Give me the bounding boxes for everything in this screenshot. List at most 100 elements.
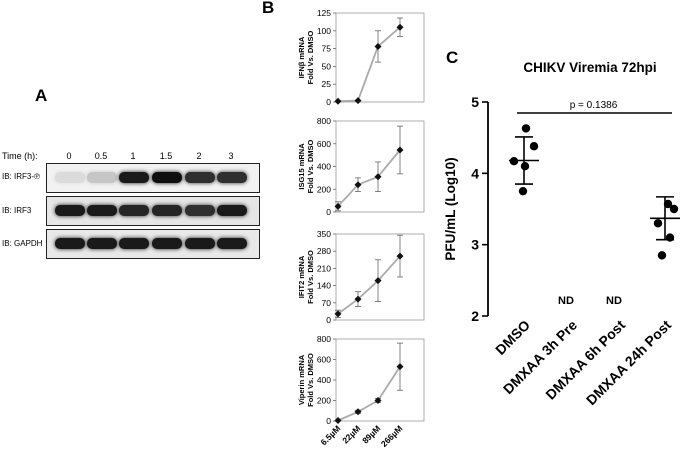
- plot-frame: [335, 120, 425, 213]
- blot-row-label-gapdh: IB: GAPDH: [2, 239, 43, 248]
- data-point: [354, 408, 362, 416]
- blot-row-label-irf3p: IB: IRF3-℗: [2, 172, 40, 181]
- data-point: [663, 199, 673, 209]
- line-chart-1: 0 25 50 75 100 125 IFNβ mRNA Fold Vs. DMSO: [297, 8, 425, 107]
- plot-frame: [335, 233, 425, 321]
- lane-label: 0: [66, 151, 72, 161]
- data-point: [354, 181, 362, 189]
- data-point: [334, 310, 342, 318]
- line-chart-2: 0 200 400 600 800 ISG15 mRNA Fold Vs. DMSO: [297, 116, 425, 217]
- blot-band: [55, 205, 85, 216]
- chart-title: CHIKV Viremia 72hpi: [523, 60, 656, 75]
- y-tick-label: 0: [326, 315, 331, 325]
- y-tick-label: 800: [317, 116, 331, 126]
- y-tick-label: 75: [322, 44, 332, 54]
- data-point: [396, 252, 404, 260]
- lane-label: 1.5: [159, 151, 173, 161]
- blot-band: [185, 205, 215, 216]
- data-point: [374, 397, 382, 404]
- y-tick-label: 400: [317, 162, 331, 172]
- blot-band: [152, 172, 182, 183]
- x-tick-label: DMSO: [492, 317, 533, 358]
- blot-irf3p: [46, 163, 260, 193]
- blot-band: [152, 205, 182, 216]
- lane-label: 0.5: [94, 151, 108, 161]
- data-point: [354, 97, 362, 105]
- y-axis-label: Fold Vs. DMSO: [306, 250, 315, 304]
- data-point: [669, 204, 679, 214]
- y-tick-label: 200: [317, 184, 331, 194]
- y-tick-label: 0: [326, 416, 331, 426]
- blot-band: [185, 238, 215, 249]
- blot-band: [217, 172, 247, 183]
- data-point: [334, 97, 342, 105]
- y-tick-label: 50: [322, 61, 332, 71]
- blot-band: [87, 238, 117, 249]
- data-point: [520, 162, 530, 171]
- y-axis-label: IFNβ mRNA: [297, 36, 306, 78]
- y-axis-label: Fold Vs. DMSO: [306, 139, 315, 193]
- x-tick-label: 6.5µM: [319, 423, 343, 447]
- y-tick-label: 70: [322, 298, 332, 308]
- nd-label: ND: [606, 295, 622, 307]
- blot-band: [55, 238, 85, 249]
- data-point: [653, 219, 663, 228]
- y-tick-label: 600: [317, 139, 331, 149]
- panel-a-letter: A: [35, 86, 48, 105]
- data-point: [396, 23, 404, 31]
- series-line: [337, 255, 401, 315]
- data-point: [521, 124, 531, 133]
- data-point: [396, 363, 404, 371]
- blot-band: [217, 205, 247, 216]
- blot-band: [217, 238, 247, 249]
- y-tick-label: 4: [471, 165, 479, 181]
- y-tick-label: 0: [326, 97, 331, 107]
- y-tick-label: 800: [317, 334, 331, 344]
- y-tick-label: 280: [317, 246, 331, 256]
- y-tick-label: 5: [471, 94, 479, 110]
- data-point: [374, 173, 382, 181]
- x-tick-label: 266µM: [379, 423, 405, 449]
- panel-c-letter: C: [446, 48, 459, 67]
- p-value-label: p = 0.1386: [570, 100, 618, 111]
- y-axis-label: Fold Vs. DMSO: [306, 353, 315, 407]
- blot-band: [119, 238, 149, 249]
- y-axis-label: Fold Vs. DMSO: [306, 30, 315, 84]
- y-tick-label: 210: [317, 263, 331, 273]
- series-line: [337, 26, 401, 103]
- blot-band: [185, 172, 215, 183]
- lane-label: 1: [130, 151, 136, 161]
- y-tick-label: 125: [317, 8, 331, 18]
- line-chart-4: 0 200 400 600 800 Viperin mRNA Fold Vs. DMSO 6.…: [297, 334, 425, 449]
- blot-band: [152, 238, 182, 249]
- panel-b-letter: B: [262, 0, 275, 17]
- blot-band: [55, 172, 85, 183]
- data-point: [529, 142, 539, 151]
- y-axis-label: PFU/mL (Log10): [443, 157, 458, 260]
- panel-c-chart: CHIKV Viremia 72hpi 2 3 4 5 PFU/mL (Log10) p =…: [443, 60, 680, 408]
- data-point: [396, 146, 404, 154]
- blot-gapdh: [46, 229, 260, 259]
- data-point: [657, 251, 667, 260]
- y-axis-label: ISG15 mRNA: [297, 143, 306, 190]
- data-point: [354, 295, 362, 303]
- plot-frame: [335, 338, 425, 422]
- data-point: [334, 202, 342, 210]
- plot-frame: [335, 12, 425, 103]
- x-tick-label: DMXAA 24h Post: [583, 317, 674, 408]
- y-tick-label: 200: [317, 396, 331, 406]
- lane-label: 2: [196, 151, 202, 161]
- y-tick-label: 100: [317, 26, 331, 36]
- y-tick-label: 2: [471, 308, 479, 324]
- blot-irf3: [46, 196, 260, 226]
- blot-band: [119, 172, 149, 183]
- blot-band: [87, 205, 117, 216]
- nd-label: ND: [558, 295, 574, 307]
- data-point: [374, 277, 382, 285]
- y-tick-label: 400: [317, 375, 331, 385]
- y-axis-label: Viperin mRNA: [297, 354, 306, 405]
- data-point: [334, 416, 342, 424]
- y-tick-label: 140: [317, 281, 331, 291]
- line-chart-3: 0 70 140 210 280 350 IFIT2 mRNA Fold Vs. DMSO: [297, 229, 425, 325]
